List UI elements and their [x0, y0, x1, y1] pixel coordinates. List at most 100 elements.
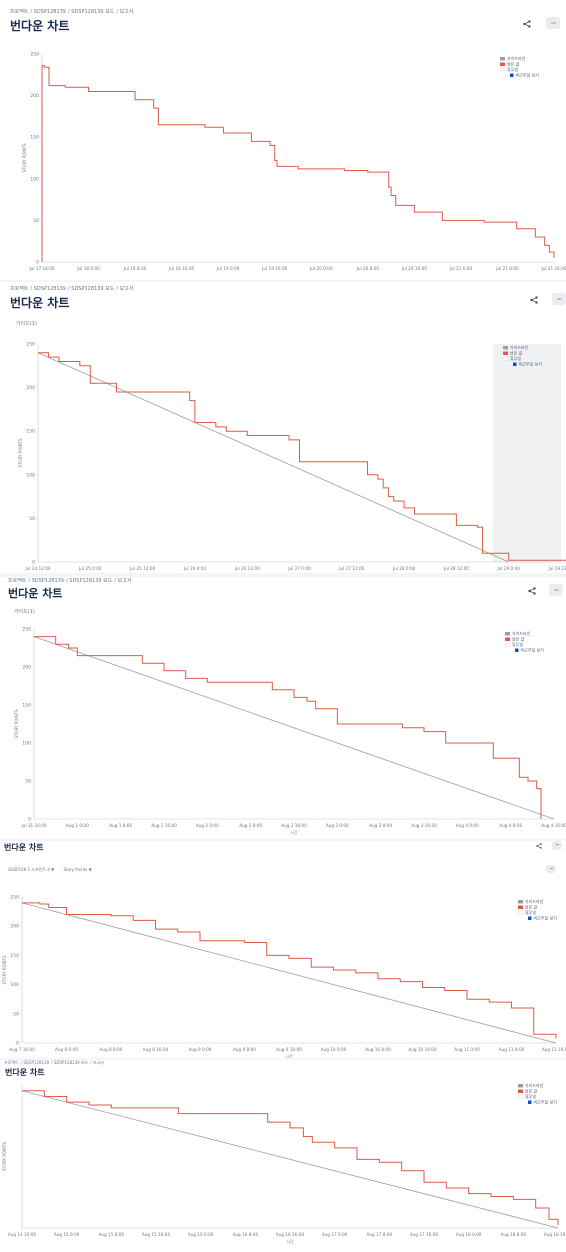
- y-tick-label: 50: [13, 1011, 19, 1017]
- share-button[interactable]: [520, 18, 534, 30]
- x-tick-label: Aug 4 8:00: [499, 823, 522, 828]
- x-tick-label: Aug 8 16:00: [143, 1047, 169, 1052]
- burndown-chart-3: 0 50 100 150 200 250 Jul 31 16:00 Aug 1 0:00 Aug…: [14, 627, 566, 836]
- burndown-chart-1: 0 50 100 150 200 250 Jul 17 16:00 Jul 18 0:00 Ju…: [22, 52, 566, 272]
- y-tick-label: 250: [26, 342, 35, 348]
- x-tick-label: Aug 4 16:00: [541, 823, 566, 828]
- breadcrumb-item[interactable]: SDSP128139 보드: [71, 286, 115, 292]
- more-button[interactable]: ···: [549, 584, 563, 596]
- remaining-values-series: [22, 902, 557, 1039]
- sprint-select[interactable]: SDSP128 1 스프린트 4 ▼: [8, 867, 55, 872]
- breadcrumb-item[interactable]: 보고서: [119, 9, 134, 15]
- burndown-panel-1: 프로젝트 / SDSP128139/ SDSP128139 보드 / 보고서 번다운…: [0, 0, 566, 280]
- more-icon: ···: [549, 865, 554, 873]
- y-tick-label: 100: [22, 741, 31, 747]
- breadcrumb-item[interactable]: 프로젝트: [8, 578, 27, 584]
- burndown-panel-4: 번다운 차트 ··· SDSP128 1 스프린트 4 ▼ Story Poin…: [0, 841, 566, 1059]
- y-axis-label: STORY POINTS: [2, 1142, 7, 1172]
- y-tick-label: 0: [32, 560, 35, 566]
- x-tick-label: Jul 31 16:00: [20, 823, 46, 828]
- x-tick-label: Aug 4 0:00: [456, 823, 479, 828]
- y-tick-label: 250: [10, 895, 19, 901]
- legend-non-working-label: 휴무일: [525, 909, 536, 915]
- x-tick-label: Aug 16 0:00: [188, 1232, 214, 1237]
- checkbox-checked-icon[interactable]: [528, 1100, 532, 1105]
- x-tick-label: Aug 2 8:00: [239, 823, 262, 828]
- x-tick-label: Aug 17 16:00: [410, 1232, 439, 1237]
- more-button[interactable]: ···: [552, 841, 562, 850]
- legend-non-working-label: 휴무일: [510, 355, 521, 361]
- x-tick-label: Aug 7 16:00: [9, 1047, 35, 1052]
- guideline-series: [37, 352, 509, 563]
- share-icon: [523, 20, 531, 28]
- checkbox-checked-icon[interactable]: [528, 916, 532, 921]
- breadcrumb-item[interactable]: 프로젝트: [10, 9, 29, 15]
- breadcrumb-item[interactable]: 보고서: [117, 578, 132, 584]
- checkbox-checked-icon[interactable]: [513, 362, 517, 367]
- x-tick-label: Jul 26 12:00: [234, 566, 260, 571]
- breadcrumb: 프로젝트 / SDSP128139/ SDSP128139 보드 / 보고서: [4, 1060, 104, 1065]
- x-tick-label: Aug 9 16:00: [276, 1047, 302, 1052]
- share-button[interactable]: [527, 294, 541, 306]
- burndown-chart-2: 0 50 100 150 200 250 Jul 24 12:00 Jul 25 0:00 Ju…: [18, 342, 566, 571]
- page-title: 번다운 차트: [8, 587, 63, 600]
- page-title: 번다운 차트: [10, 19, 70, 33]
- y-axis-label: STORY POINTS: [22, 143, 27, 173]
- guideline-series: [21, 902, 557, 1044]
- breadcrumb-item[interactable]: SDSP128139 보드: [53, 1060, 89, 1065]
- y-tick-label: 150: [26, 429, 35, 435]
- more-button[interactable]: ···: [546, 17, 560, 29]
- x-tick-label: Aug 11 16:00: [542, 1047, 566, 1052]
- x-tick-label: Jul 20 16:00: [401, 266, 427, 271]
- x-tick-label: Aug 10 8:00: [365, 1047, 391, 1052]
- share-button[interactable]: [534, 841, 544, 850]
- y-tick-label: 100: [10, 982, 19, 988]
- more-icon: ···: [556, 294, 563, 304]
- breadcrumb-item[interactable]: SDSP128139: [31, 578, 64, 584]
- x-tick-label: Aug 18 0:00: [456, 1232, 482, 1237]
- chart-hint: 가이드(1): [16, 321, 37, 327]
- remaining-values-series: [34, 636, 542, 819]
- x-tick-label: Jul 28 12:00: [443, 566, 469, 571]
- guideline-series: [33, 636, 555, 820]
- x-tick-label: Jul 21 16:00: [540, 266, 566, 271]
- legend-non-working-label: 휴무일: [525, 1093, 536, 1099]
- more-button[interactable]: ···: [552, 293, 566, 305]
- breadcrumb-item[interactable]: 프로젝트: [10, 286, 29, 292]
- remaining-values-series: [38, 352, 566, 561]
- x-tick-label: Jul 17 16:00: [28, 266, 54, 271]
- x-tick-label: Aug 18 16:00: [544, 1232, 566, 1237]
- more-icon: ···: [553, 585, 560, 595]
- breadcrumb-item[interactable]: 프로젝트: [4, 1060, 19, 1065]
- breadcrumb-item[interactable]: SDSP128139 보드: [69, 578, 113, 584]
- estimation-select[interactable]: Story Points ▼: [63, 867, 92, 872]
- legend-remaining-label: 남은 값: [525, 904, 538, 910]
- breadcrumb: 프로젝트 / SDSP128139/ SDSP128139 보드 / 보고서: [8, 578, 132, 584]
- legend-guideline-label: 가이드라인: [525, 1082, 544, 1088]
- breadcrumb-item[interactable]: 보고서: [92, 1060, 104, 1065]
- x-tick-label: Aug 10 16:00: [408, 1047, 437, 1052]
- more-icon: ···: [555, 842, 560, 849]
- x-tick-label: Jul 26 0:00: [183, 566, 207, 571]
- breadcrumb-item[interactable]: SDSP128139: [33, 9, 66, 15]
- x-tick-label: Aug 2 16:00: [281, 823, 307, 828]
- breadcrumb-item[interactable]: SDSP128139: [23, 1060, 50, 1065]
- share-button[interactable]: [525, 585, 539, 597]
- breadcrumb-item[interactable]: SDSP128139: [33, 286, 66, 292]
- breadcrumb: 프로젝트 / SDSP128139/ SDSP128139 보드 / 보고서: [10, 9, 134, 15]
- x-tick-label: Aug 18 8:00: [501, 1232, 527, 1237]
- checkbox-checked-icon[interactable]: [515, 648, 519, 653]
- x-tick-label: Jul 29 12:00: [547, 566, 566, 571]
- non-working-region: [493, 344, 561, 562]
- chart-more-button[interactable]: ···: [546, 865, 556, 873]
- breadcrumb-item[interactable]: 보고서: [119, 286, 134, 292]
- x-tick-label: Aug 17 0:00: [322, 1232, 348, 1237]
- breadcrumb-item[interactable]: SDSP128139 보드: [71, 9, 115, 15]
- x-tick-label: Jul 25 0:00: [78, 566, 102, 571]
- x-tick-label: Jul 29 0:00: [496, 566, 520, 571]
- checkbox-checked-icon[interactable]: [510, 73, 514, 78]
- legend-non-working-swatch: [517, 1094, 524, 1099]
- x-axis-label: 시간: [285, 1053, 293, 1059]
- legend-remaining-swatch: [518, 905, 523, 909]
- y-tick-label: 50: [25, 779, 31, 785]
